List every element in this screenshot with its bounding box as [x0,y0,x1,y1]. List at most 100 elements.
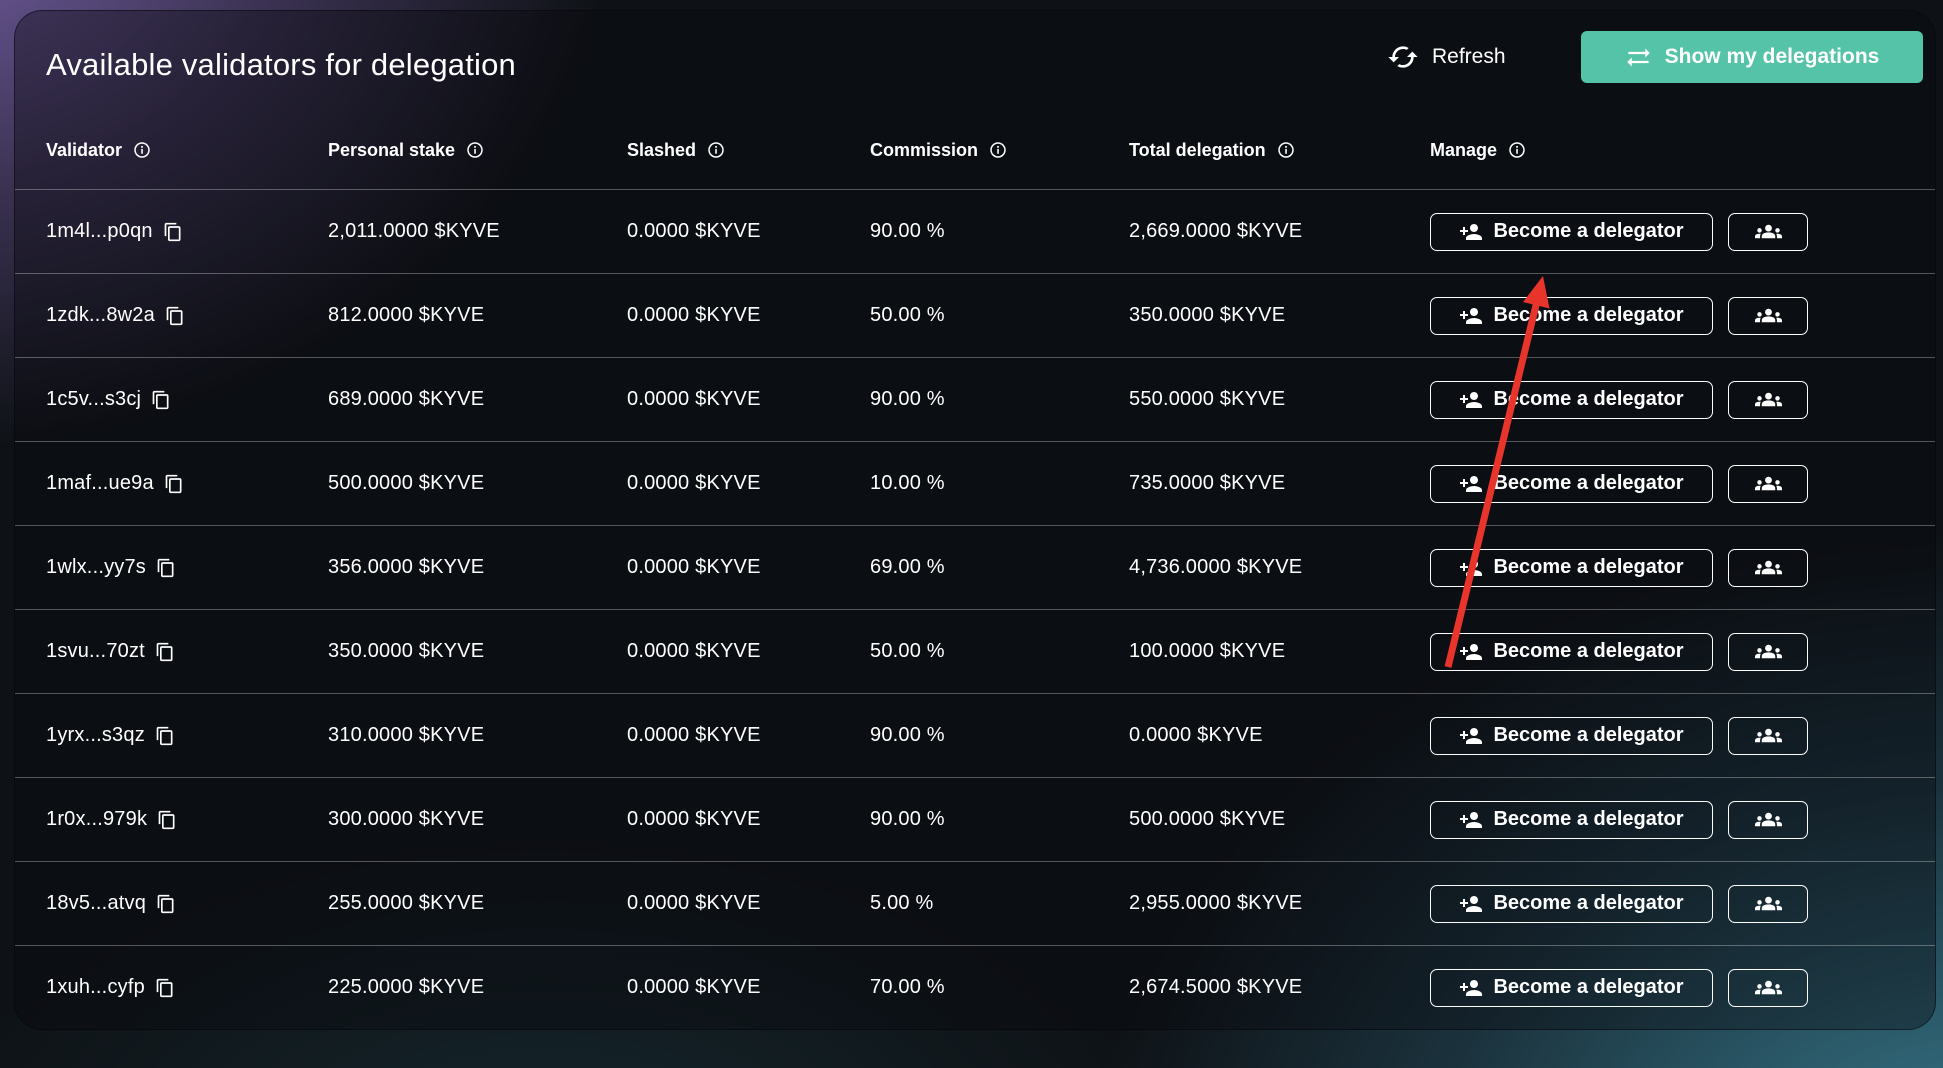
group-icon [1754,554,1782,581]
personal-stake-value: 225.0000 $KYVE [328,976,485,998]
personal-stake-value: 500.0000 $KYVE [328,472,485,494]
view-delegators-button[interactable] [1728,380,1808,419]
column-header: Commission [870,140,1129,161]
total-delegation-value: 4,736.0000 $KYVE [1129,556,1303,578]
column-header-label: Total delegation [1129,139,1266,160]
view-delegators-button[interactable] [1728,296,1808,335]
become-delegator-button[interactable]: Become a delegator [1430,884,1713,923]
view-delegators-button[interactable] [1728,632,1808,671]
group-icon [1754,470,1782,497]
commission-value: 5.00 % [870,892,934,914]
total-delegation-value: 735.0000 $KYVE [1129,472,1286,494]
person-add-icon [1459,808,1483,832]
group-icon [1754,806,1782,833]
become-delegator-label: Become a delegator [1493,220,1684,242]
info-icon[interactable] [133,141,151,159]
commission-value: 90.00 % [870,724,945,746]
copy-icon[interactable] [164,474,184,494]
page-title: Available validators for delegation [46,47,517,82]
total-delegation-value: 2,955.0000 $KYVE [1129,892,1303,914]
total-delegation-value: 0.0000 $KYVE [1129,724,1263,746]
personal-stake-value: 2,011.0000 $KYVE [328,220,500,242]
copy-icon[interactable] [156,558,176,578]
validator-address: 1svu...70zt [46,640,145,662]
manage-cell: Become a delegator [1430,548,1935,587]
validator-cell: 1m4l...p0qn [15,220,328,243]
copy-icon[interactable] [155,642,175,662]
person-add-icon [1459,976,1483,1000]
become-delegator-button[interactable]: Become a delegator [1430,632,1713,671]
become-delegator-button[interactable]: Become a delegator [1430,800,1713,839]
view-delegators-button[interactable] [1728,212,1808,251]
total-delegation-value: 100.0000 $KYVE [1129,640,1286,662]
become-delegator-button[interactable]: Become a delegator [1430,296,1713,335]
info-icon[interactable] [1508,141,1526,159]
info-icon[interactable] [466,141,484,159]
person-add-icon [1459,724,1483,748]
total-delegation-value: 2,669.0000 $KYVE [1129,220,1303,242]
column-header-label: Commission [870,139,979,160]
column-header: Slashed [627,140,870,161]
person-add-icon [1459,220,1483,244]
become-delegator-label: Become a delegator [1493,556,1684,578]
become-delegator-button[interactable]: Become a delegator [1430,212,1713,251]
validator-address: 1xuh...cyfp [46,976,145,998]
view-delegators-button[interactable] [1728,716,1808,755]
column-header-label: Personal stake [328,139,456,160]
copy-icon[interactable] [155,726,175,746]
view-delegators-button[interactable] [1728,800,1808,839]
validator-cell: 1wlx...yy7s [15,556,328,579]
manage-cell: Become a delegator [1430,296,1935,335]
info-icon[interactable] [1277,141,1295,159]
total-delegation-value: 500.0000 $KYVE [1129,808,1286,830]
view-delegators-button[interactable] [1728,884,1808,923]
view-delegators-button[interactable] [1728,464,1808,503]
copy-icon[interactable] [157,810,177,830]
refresh-button[interactable]: Refresh [1387,41,1506,73]
group-icon [1754,218,1782,245]
group-icon [1754,890,1782,917]
become-delegator-button[interactable]: Become a delegator [1430,464,1713,503]
show-my-delegations-button[interactable]: Show my delegations [1581,31,1923,83]
slashed-value: 0.0000 $KYVE [627,556,761,578]
copy-icon[interactable] [155,978,175,998]
group-icon [1754,638,1782,665]
become-delegator-label: Become a delegator [1493,388,1684,410]
manage-cell: Become a delegator [1430,884,1935,923]
table-row: 1m4l...p0qn 2,011.0000 $KYVE 0.0000 $KYV… [15,189,1935,273]
copy-icon[interactable] [151,390,171,410]
become-delegator-label: Become a delegator [1493,808,1684,830]
person-add-icon [1459,388,1483,412]
personal-stake-value: 689.0000 $KYVE [328,388,485,410]
personal-stake-value: 310.0000 $KYVE [328,724,485,746]
table-row: 1yrx...s3qz 310.0000 $KYVE 0.0000 $KYVE … [15,693,1935,777]
personal-stake-value: 356.0000 $KYVE [328,556,485,578]
table-row: 1zdk...8w2a 812.0000 $KYVE 0.0000 $KYVE … [15,273,1935,357]
table-row: 1c5v...s3cj 689.0000 $KYVE 0.0000 $KYVE … [15,357,1935,441]
commission-value: 50.00 % [870,640,945,662]
manage-cell: Become a delegator [1430,632,1935,671]
validator-address: 1zdk...8w2a [46,304,155,326]
column-header-label: Slashed [627,139,697,160]
info-icon[interactable] [707,141,725,159]
validator-address: 1yrx...s3qz [46,724,145,746]
validator-cell: 1zdk...8w2a [15,304,328,327]
swap-arrows-icon [1625,44,1652,71]
column-header-label: Validator [46,139,123,160]
person-add-icon [1459,556,1483,580]
total-delegation-value: 350.0000 $KYVE [1129,304,1286,326]
view-delegators-button[interactable] [1728,968,1808,1007]
info-icon[interactable] [989,141,1007,159]
person-add-icon [1459,640,1483,664]
become-delegator-button[interactable]: Become a delegator [1430,380,1713,419]
become-delegator-button[interactable]: Become a delegator [1430,548,1713,587]
become-delegator-button[interactable]: Become a delegator [1430,716,1713,755]
become-delegator-button[interactable]: Become a delegator [1430,968,1713,1007]
copy-icon[interactable] [156,894,176,914]
table-row: 1svu...70zt 350.0000 $KYVE 0.0000 $KYVE … [15,609,1935,693]
column-header: Validator [15,140,328,161]
view-delegators-button[interactable] [1728,548,1808,587]
copy-icon[interactable] [163,222,183,242]
copy-icon[interactable] [165,306,185,326]
table-row: 1r0x...979k 300.0000 $KYVE 0.0000 $KYVE … [15,777,1935,861]
